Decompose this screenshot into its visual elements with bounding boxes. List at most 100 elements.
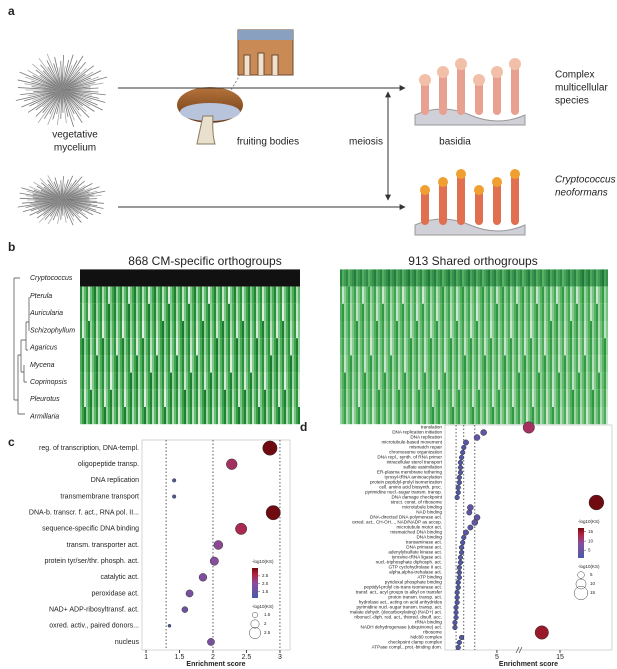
heatmap-cell — [422, 338, 424, 356]
heatmap-cell — [370, 286, 372, 304]
heatmap-cell — [256, 321, 258, 339]
heatmap-cell — [402, 338, 404, 356]
category-label: NAD binding — [416, 510, 442, 515]
heatmap-cell — [292, 321, 294, 339]
heatmap-cell — [210, 389, 212, 407]
heatmap-cell — [392, 321, 394, 339]
heatmap-cell — [446, 407, 448, 425]
heatmap-cell — [582, 321, 584, 339]
heatmap-cell — [590, 372, 592, 390]
heatmap-cell — [518, 303, 520, 321]
heatmap-cell — [84, 372, 86, 390]
heatmap-cell — [488, 303, 490, 321]
heatmap-cell — [228, 389, 230, 407]
heatmap-cell — [454, 389, 456, 407]
heatmap-cell — [298, 269, 300, 287]
heatmap-cell — [404, 303, 406, 321]
heatmap-cell — [352, 389, 354, 407]
heatmap-cell — [144, 338, 146, 356]
x-axis-title: Enrichment score — [499, 661, 558, 668]
heatmap-cell — [252, 355, 254, 373]
heatmap-cell — [534, 355, 536, 373]
heatmap-cell — [434, 407, 436, 425]
heatmap-cell — [240, 269, 242, 287]
heatmap-cell — [98, 303, 100, 321]
heatmap-cell — [170, 269, 172, 287]
heatmap-cell — [258, 355, 260, 373]
heatmap-cell — [388, 407, 390, 425]
heatmap-cell — [490, 338, 492, 356]
heatmap-cell — [82, 372, 84, 390]
heatmap-cell — [148, 286, 150, 304]
heatmap-cell — [552, 286, 554, 304]
heatmap-cell — [196, 338, 198, 356]
heatmap-cell — [156, 389, 158, 407]
heatmap-cell — [282, 389, 284, 407]
heatmap-cell — [396, 269, 398, 287]
heatmap-cell — [214, 286, 216, 304]
heatmap-cell — [208, 338, 210, 356]
heatmap-cell — [154, 303, 156, 321]
heatmap-cell — [298, 338, 300, 356]
hypha — [46, 60, 63, 91]
heatmap-cell — [480, 338, 482, 356]
heatmap-cell — [412, 269, 414, 287]
heatmap-cell — [104, 321, 106, 339]
heatmap-cell — [294, 269, 296, 287]
heatmap-cell — [476, 321, 478, 339]
heatmap-cell — [580, 338, 582, 356]
heatmap-cell — [258, 303, 260, 321]
heatmap-cell — [404, 372, 406, 390]
heatmap-cell — [350, 303, 352, 321]
bubble — [458, 549, 465, 556]
heatmap-cell — [202, 389, 204, 407]
hypha — [61, 62, 86, 91]
heatmap-cell — [80, 355, 82, 373]
heatmap-cell — [252, 389, 254, 407]
heatmap-cell — [556, 407, 558, 425]
heatmap-cell — [558, 269, 560, 287]
heatmap-cell — [418, 303, 420, 321]
heatmap-cell — [390, 407, 392, 425]
heatmap-cell — [94, 407, 96, 425]
heatmap-cell — [82, 407, 84, 425]
heatmap-cell — [496, 286, 498, 304]
heatmap-cell — [566, 372, 568, 390]
bubble — [457, 459, 464, 466]
heatmap-cell — [88, 269, 90, 287]
heatmap-cell — [458, 372, 460, 390]
heatmap-cell — [102, 321, 104, 339]
heatmap-cell — [582, 355, 584, 373]
heatmap-cell — [214, 269, 216, 287]
heatmap-cell — [248, 355, 250, 373]
heatmap-cell — [122, 321, 124, 339]
heatmap-cell — [562, 286, 564, 304]
heatmap-cell — [196, 407, 198, 425]
heatmap-cell — [152, 355, 154, 373]
heatmap-cell — [176, 338, 178, 356]
heatmap-cell — [448, 303, 450, 321]
heatmap-cell — [598, 372, 600, 390]
heatmap-cell — [358, 303, 360, 321]
heatmap-cell — [576, 372, 578, 390]
heatmap-cell — [226, 407, 228, 425]
heatmap-cell — [364, 355, 366, 373]
heatmap-cell — [96, 372, 98, 390]
heatmap-cell — [116, 372, 118, 390]
tree — [13, 277, 30, 415]
heatmap-cell — [108, 355, 110, 373]
heatmap-cell — [374, 303, 376, 321]
heatmap-cell — [366, 338, 368, 356]
heatmap-cell — [378, 355, 380, 373]
heatmap-cell — [170, 286, 172, 304]
heatmap-cell — [114, 355, 116, 373]
heatmap-cell — [146, 269, 148, 287]
heatmap-cell — [296, 303, 298, 321]
heatmap-cell — [392, 269, 394, 287]
heatmap-cell — [298, 355, 300, 373]
heatmap-cell — [142, 286, 144, 304]
heatmap-cell — [580, 269, 582, 287]
heatmap-cell — [562, 389, 564, 407]
heatmap-cell — [392, 389, 394, 407]
heatmap-cell — [176, 389, 178, 407]
